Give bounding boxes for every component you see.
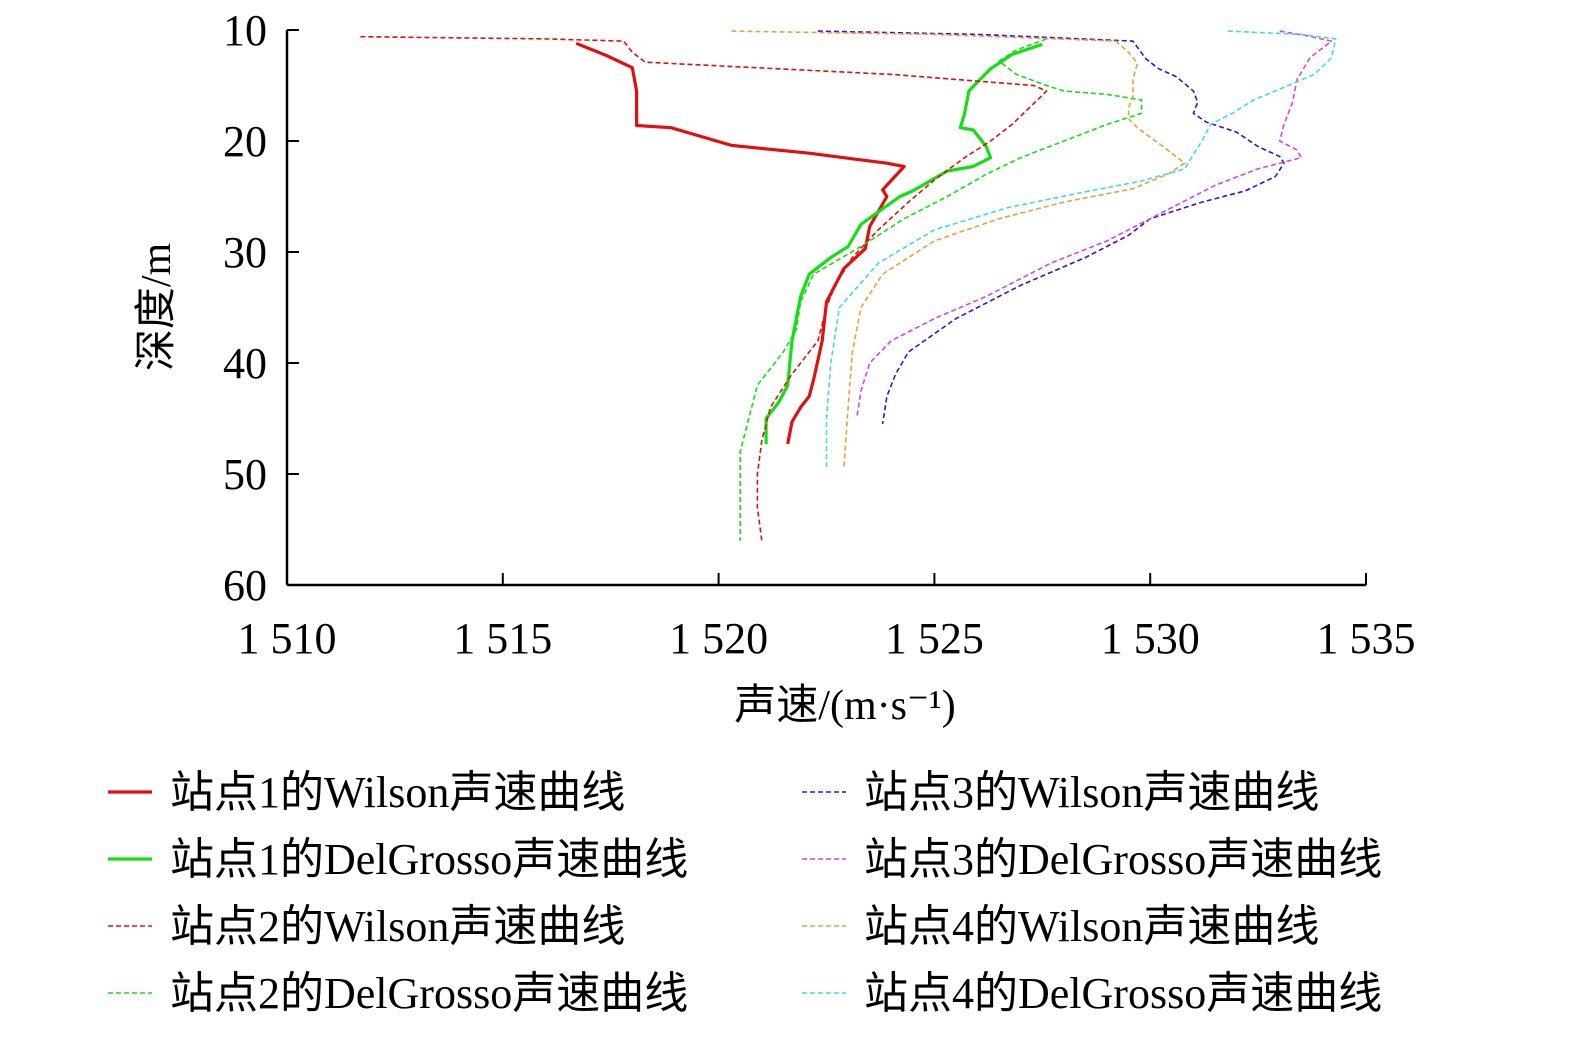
- legend-label: 站点3的Wilson声速曲线: [864, 768, 1319, 817]
- x-tick-label: 1 520: [669, 614, 768, 663]
- series-line-5: [817, 30, 1285, 425]
- x-tick-label: 1 510: [238, 614, 337, 663]
- series-line-2: [764, 42, 1043, 444]
- y-tick-label: 40: [223, 339, 267, 388]
- legend-label: 站点1的DelGrosso声速曲线: [170, 835, 688, 884]
- legend-label: 站点1的Wilson声速曲线: [170, 768, 625, 817]
- x-axis-title: 声速/(m·s⁻¹): [734, 683, 955, 729]
- x-tick-label: 1 515: [453, 614, 552, 663]
- series-line-1: [575, 41, 906, 445]
- y-tick-label: 60: [223, 561, 267, 610]
- legend-label: 站点4的Wilson声速曲线: [864, 902, 1319, 951]
- y-tick-label: 50: [223, 450, 267, 499]
- y-axis-title: 深度/m: [134, 243, 180, 372]
- legend-label: 站点2的DelGrosso声速曲线: [170, 969, 688, 1018]
- y-tick-label: 20: [223, 117, 267, 166]
- legend-label: 站点2的Wilson声速曲线: [170, 902, 625, 951]
- ticks: 1 510 1 515 1 520 1 525 1 530 1 535 10 20 30 40 50…: [223, 6, 1416, 663]
- x-tick-label: 1 525: [885, 614, 984, 663]
- legend-label: 站点4的DelGrosso声速曲线: [864, 969, 1382, 1018]
- x-tick-label: 1 535: [1317, 614, 1416, 663]
- y-tick-label: 10: [223, 6, 267, 55]
- legend-label: 站点3的DelGrosso声速曲线: [864, 835, 1382, 884]
- series-line-3: [360, 35, 1048, 541]
- series-line-8: [825, 30, 1337, 469]
- series-line-6: [855, 30, 1333, 419]
- series-line-7: [731, 30, 1186, 469]
- legend: 站点1的Wilson声速曲线站点1的DelGrosso声速曲线站点2的Wilso…: [108, 768, 1382, 1018]
- series-line-4: [739, 38, 1143, 541]
- x-tick-label: 1 530: [1101, 614, 1200, 663]
- axes: [285, 30, 1366, 587]
- plot-lines: [360, 30, 1337, 541]
- y-tick-label: 30: [223, 228, 267, 277]
